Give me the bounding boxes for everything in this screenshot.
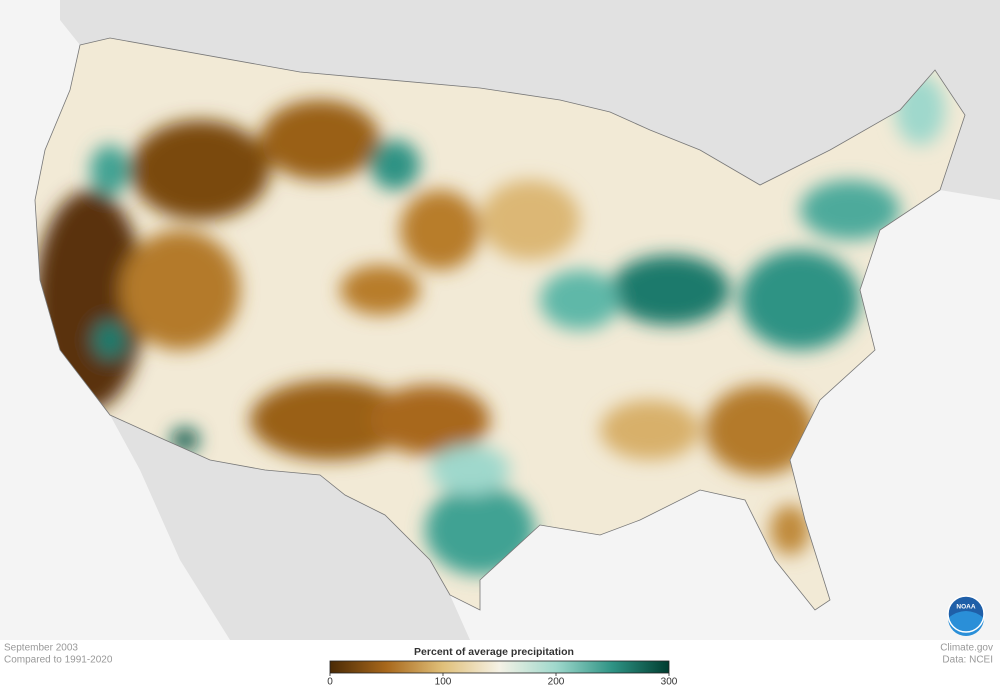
- legend-tick-label: 0: [327, 677, 333, 688]
- noaa-logo: NOAA: [947, 595, 985, 636]
- legend-tick-label: 100: [435, 677, 452, 688]
- neighbor-land: [60, 0, 1000, 640]
- us-outline: [34, 37, 966, 611]
- credit-site: Climate.gov: [940, 643, 993, 654]
- legend-colorbar: [329, 660, 670, 674]
- caption-period: September 2003: [4, 643, 78, 654]
- legend-tick-label: 300: [661, 677, 678, 688]
- logo-text: NOAA: [956, 604, 975, 611]
- caption-baseline: Compared to 1991-2020: [4, 655, 113, 666]
- legend-title: Percent of average precipitation: [414, 646, 574, 658]
- credit-source: Data: NCEI: [942, 655, 993, 666]
- legend-tick-label: 200: [548, 677, 565, 688]
